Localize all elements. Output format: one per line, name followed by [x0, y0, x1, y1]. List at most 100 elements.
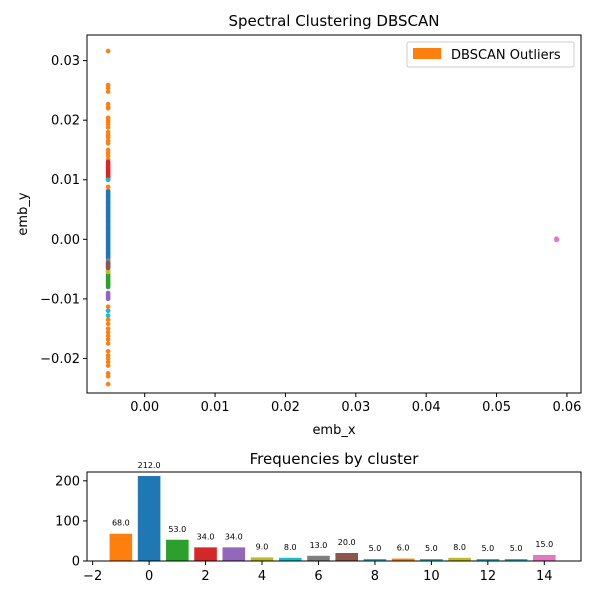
bar-cluster-0 — [137, 476, 161, 561]
scatter-y-tick-label: 0.03 — [51, 54, 80, 69]
scatter-point-cluster--1 — [105, 341, 111, 346]
bar-value-label: 53.0 — [168, 525, 186, 534]
scatter-point-cluster--1 — [105, 135, 111, 140]
bar-cluster-14 — [533, 554, 556, 561]
legend: DBSCAN Outliers — [406, 41, 575, 68]
bar-value-label: 8.0 — [453, 543, 466, 552]
bar-cluster--1 — [109, 533, 133, 561]
bar-value-label: 34.0 — [197, 532, 215, 541]
scatter-point-cluster--1 — [105, 317, 111, 323]
bar-x-tick-label: 12 — [480, 569, 497, 584]
bar-value-label: 13.0 — [310, 541, 328, 550]
bar-cluster-9 — [391, 558, 415, 561]
scatter-frame — [86, 34, 582, 394]
bar-y-tick-label: 0 — [72, 555, 80, 570]
scatter-y-tick-label: 0.01 — [51, 173, 80, 188]
bar-cluster-8 — [363, 558, 387, 561]
scatter-point-cluster--1 — [105, 184, 111, 190]
bar-cluster-4 — [250, 557, 274, 561]
bar-cluster-11 — [448, 557, 471, 561]
bar-x-tick-label: 2 — [201, 569, 209, 584]
bar-cluster-3 — [222, 547, 246, 561]
bar-x-tick-label: 8 — [371, 569, 379, 584]
scatter-point-cluster--1 — [105, 333, 111, 339]
scatter-point-cluster-5 — [105, 313, 111, 318]
bar-x-ticks: −2 0 2 4 6 8 10 12 14 — [83, 561, 553, 584]
scatter-x-tick-label: 0.02 — [271, 400, 300, 415]
scatter-point-cluster--1 — [105, 359, 111, 365]
bar-x-tick-label: 10 — [423, 569, 440, 584]
bar-value-label: 5.0 — [425, 544, 438, 553]
scatter-x-tick-label: 0.06 — [552, 400, 581, 415]
bar-value-label: 20.0 — [338, 538, 356, 547]
bar-y-tick-label: 100 — [55, 514, 80, 529]
scatter-point-cluster-3 — [105, 290, 111, 296]
legend-label: DBSCAN Outliers — [451, 48, 561, 63]
bar-x-tick-label: 0 — [145, 569, 153, 584]
scatter-point-cluster--1 — [105, 141, 111, 146]
bar-title: Frequencies by cluster — [250, 450, 420, 468]
bar-value-label: 15.0 — [535, 540, 553, 549]
scatter-point-cluster-2 — [105, 159, 111, 165]
bar-value-label: 9.0 — [256, 542, 269, 551]
bar-cluster-10 — [420, 558, 443, 561]
legend-swatch — [413, 48, 441, 59]
scatter-point-cluster--1 — [105, 363, 111, 368]
bar-value-label: 212.0 — [138, 461, 161, 470]
bar-value-label: 68.0 — [112, 519, 130, 528]
scatter-point-cluster--1 — [105, 321, 111, 327]
bar-frame — [86, 471, 582, 562]
scatter-point-cluster--1 — [105, 329, 111, 335]
scatter-point-cluster-0 — [105, 189, 111, 194]
scatter-y-label: emb_y — [16, 192, 31, 235]
bar-y-ticks: 0 100 200 — [55, 474, 87, 570]
bar-cluster-2 — [194, 547, 217, 561]
bar-chart: Frequencies by cluster 68.0 212.0 53.0 34.0… — [55, 450, 582, 584]
scatter-point-cluster-7 — [105, 260, 111, 266]
bar-value-label: 5.0 — [369, 544, 382, 553]
scatter-point-cluster--1 — [105, 125, 111, 130]
scatter-point-cluster--1 — [105, 89, 111, 94]
scatter-title: Spectral Clustering DBSCAN — [229, 12, 440, 30]
scatter-point-cluster--1 — [105, 356, 111, 361]
scatter-x-label: emb_x — [312, 423, 355, 438]
bar-cluster-1 — [166, 539, 189, 561]
scatter-point-cluster--1 — [105, 48, 111, 54]
scatter-y-ticks: −0.02 −0.01 0.00 0.01 0.02 0.03 — [40, 54, 87, 367]
scatter-x-tick-label: 0.00 — [130, 400, 159, 415]
bar-value-label: 34.0 — [225, 532, 243, 541]
bar-cluster-7 — [335, 552, 358, 561]
scatter-point-cluster--1 — [105, 85, 111, 91]
scatter-x-tick-label: 0.05 — [482, 400, 511, 415]
scatter-y-tick-label: −0.01 — [40, 292, 80, 307]
bar-y-tick-label: 200 — [55, 474, 80, 489]
bar-value-label: 6.0 — [397, 544, 410, 553]
bar-value-label: 5.0 — [481, 544, 494, 553]
bar-x-tick-label: 4 — [258, 569, 266, 584]
scatter-point-cluster--1 — [105, 349, 111, 354]
bar-cluster-13 — [504, 558, 528, 561]
scatter-y-tick-label: 0.02 — [51, 114, 80, 129]
scatter-point-cluster-5 — [105, 308, 111, 314]
scatter-y-tick-label: −0.02 — [40, 352, 80, 367]
scatter-point-cluster-5 — [105, 177, 111, 183]
scatter-point-cluster--1 — [105, 337, 111, 342]
scatter-x-tick-label: 0.04 — [412, 400, 441, 415]
bar-x-tick-label: 14 — [536, 569, 553, 584]
scatter-x-tick-label: 0.01 — [201, 400, 230, 415]
bar-cluster-6 — [307, 555, 330, 561]
bar-x-tick-label: −2 — [83, 569, 102, 584]
scatter-y-tick-label: 0.00 — [51, 233, 80, 248]
scatter-points — [105, 48, 560, 387]
bars: 68.0 212.0 53.0 34.0 34.0 9.0 8.0 13.0 20.0 5.0 6.… — [109, 461, 556, 561]
scatter-point-cluster--1 — [105, 304, 111, 309]
bar-cluster-5 — [278, 557, 302, 561]
scatter-point-cluster--1 — [105, 153, 111, 159]
scatter-x-tick-label: 0.03 — [341, 400, 370, 415]
scatter-point-cluster--1 — [105, 105, 111, 111]
scatter-point-cluster--1 — [105, 374, 111, 379]
scatter-point-cluster-14 — [554, 237, 560, 242]
scatter-point-cluster--1 — [105, 381, 111, 387]
bar-value-label: 5.0 — [510, 544, 523, 553]
